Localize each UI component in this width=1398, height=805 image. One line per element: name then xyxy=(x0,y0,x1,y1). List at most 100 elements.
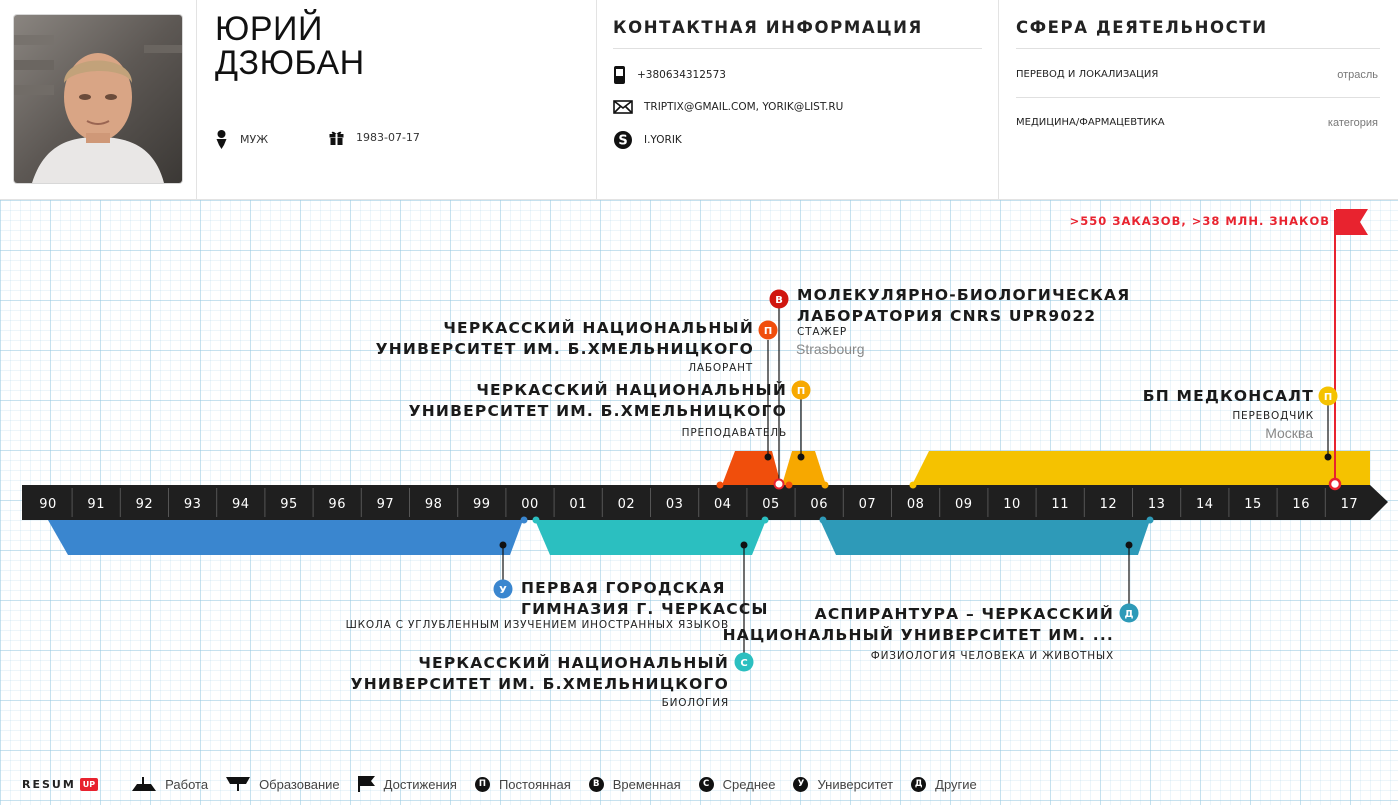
gender-label: МУЖ xyxy=(240,133,269,146)
badge-permanent: П xyxy=(764,326,772,337)
year-label: 95 xyxy=(280,497,298,512)
phone-icon xyxy=(614,66,625,84)
event-title-university[interactable]: ЧЕРКАССКИЙ НАЦИОНАЛЬНЫЙ УНИВЕРСИТЕТ ИМ. … xyxy=(350,654,729,693)
legend-item-university: У Университет xyxy=(793,776,893,792)
edu-bar-postgrad xyxy=(820,520,1150,555)
legend-item-secondary: С Среднее xyxy=(698,776,775,792)
edu-bar-university xyxy=(535,520,766,555)
flag-icon xyxy=(357,776,375,792)
year-label: 11 xyxy=(1051,497,1069,512)
badge-other: Д xyxy=(1125,609,1134,620)
year-label: 12 xyxy=(1100,497,1118,512)
permanent-badge-icon: П xyxy=(474,776,490,792)
badges: П В П П У С Д xyxy=(493,289,1338,672)
temporary-badge-icon: В xyxy=(588,776,604,792)
year-label: 10 xyxy=(1003,497,1021,512)
badge-secondary: С xyxy=(740,658,747,669)
event-title-lab[interactable]: ЧЕРКАССКИЙ НАЦИОНАЛЬНЫЙ УНИВЕРСИТЕТ ИМ. … xyxy=(375,319,754,358)
last-name: ДЗЮБАН xyxy=(215,44,365,82)
profile-name: ЮРИЙ ДЗЮБАН xyxy=(215,12,365,80)
year-label: 96 xyxy=(328,497,346,512)
year-label: 97 xyxy=(377,497,395,512)
sphere-row: МЕДИЦИНА/ФАРМАЦЕВТИКА категория xyxy=(1016,117,1378,129)
email-icon xyxy=(613,100,633,114)
gender-item: МУЖ xyxy=(215,130,268,149)
year-label: 91 xyxy=(87,497,105,512)
year-label: 15 xyxy=(1244,497,1262,512)
event-title-gymnasium[interactable]: ПЕРВАЯ ГОРОДСКАЯ ГИМНАЗИЯ Г. ЧЕРКАССЫ xyxy=(521,579,769,618)
contact-email: TRIPTIX@GMAIL.COM, YORIK@LIST.RU xyxy=(613,100,843,114)
legend-item-other: Д Другие xyxy=(911,776,977,792)
event-role: ПРЕПОДАВАТЕЛЬ xyxy=(681,427,787,439)
year-label: 90 xyxy=(39,497,57,512)
event-role: ФИЗИОЛОГИЯ ЧЕЛОВЕКА И ЖИВОТНЫХ xyxy=(870,650,1114,662)
contacts-title: КОНТАКТНАЯ ИНФОРМАЦИЯ xyxy=(613,18,923,37)
year-label: 00 xyxy=(521,497,539,512)
year-label: 99 xyxy=(473,497,491,512)
phone-value[interactable]: +380634312573 xyxy=(637,69,726,81)
email-value[interactable]: TRIPTIX@GMAIL.COM, YORIK@LIST.RU xyxy=(644,101,844,113)
event-title-cnrs[interactable]: МОЛЕКУЛЯРНО-БИОЛОГИЧЕСКАЯ ЛАБОРАТОРИЯ CN… xyxy=(797,286,1131,325)
flag-icon xyxy=(1336,209,1368,235)
work-bar-medconsult xyxy=(912,451,1370,485)
year-label: 02 xyxy=(618,497,636,512)
year-label: 17 xyxy=(1341,497,1359,512)
sphere-name: МЕДИЦИНА/ФАРМАЦЕВТИКА xyxy=(1016,117,1165,128)
sphere-name: ПЕРЕВОД И ЛОКАЛИЗАЦИЯ xyxy=(1016,69,1159,80)
contact-phone: +380634312573 xyxy=(613,65,726,85)
sphere-type: отрасль xyxy=(1337,69,1378,81)
legend-item-education: Образование xyxy=(226,777,340,792)
work-icon xyxy=(132,777,157,791)
year-label: 08 xyxy=(907,497,925,512)
year-label: 13 xyxy=(1148,497,1166,512)
work-bar-teacher xyxy=(782,451,826,485)
education-icon xyxy=(226,777,251,791)
achievement-label[interactable]: >550 ЗАКАЗОВ, >38 МЛН. ЗНАКОВ xyxy=(1069,214,1330,228)
sphere-row: ПЕРЕВОД И ЛОКАЛИЗАЦИЯ отрасль xyxy=(1016,69,1378,81)
event-role: СТАЖЕР xyxy=(797,326,848,338)
birthdate-item: 1983-07-17 xyxy=(329,130,420,145)
year-label: 05 xyxy=(762,497,780,512)
legend-item-work: Работа xyxy=(132,777,208,792)
profile-header: ЮРИЙ ДЗЮБАН МУЖ 1983-07-17 КОНТАКТНАЯ ИН… xyxy=(0,0,1398,200)
legend-item-permanent: П Постоянная xyxy=(474,776,571,792)
birthdate-label: 1983-07-17 xyxy=(356,131,420,144)
year-label: 03 xyxy=(666,497,684,512)
event-title-medconsult[interactable]: БП МЕДКОНСАЛТ xyxy=(1142,387,1314,405)
timeline-axis xyxy=(22,485,1388,520)
legend-item-temporary: В Временная xyxy=(588,776,681,792)
other-badge-icon: Д xyxy=(911,776,927,792)
event-title-teacher[interactable]: ЧЕРКАССКИЙ НАЦИОНАЛЬНЫЙ УНИВЕРСИТЕТ ИМ. … xyxy=(408,381,787,420)
university-badge-icon: У xyxy=(793,776,809,792)
axis-dots xyxy=(520,481,1154,524)
skype-value[interactable]: I.YORIK xyxy=(644,134,682,146)
event-city: Москва xyxy=(1265,425,1313,441)
edu-bar-gymnasium xyxy=(48,520,523,555)
year-label: 16 xyxy=(1292,497,1310,512)
year-label: 14 xyxy=(1196,497,1214,512)
year-label: 06 xyxy=(810,497,828,512)
profile-photo xyxy=(14,15,182,183)
badge-temporary: В xyxy=(775,295,783,306)
year-label: 07 xyxy=(859,497,877,512)
badge-university: У xyxy=(499,585,507,596)
event-title-postgrad[interactable]: АСПИРАНТУРА – ЧЕРКАССКИЙ НАЦИОНАЛЬНЫЙ УН… xyxy=(722,605,1114,644)
achievement-dot xyxy=(1328,477,1342,491)
event-role: ЛАБОРАНТ xyxy=(688,362,753,374)
sphere-type: категория xyxy=(1327,117,1378,129)
resumup-logo[interactable]: RESUM UP xyxy=(22,777,99,791)
gift-icon xyxy=(329,131,344,145)
contact-skype: S I.YORIK xyxy=(613,130,682,150)
legend: RESUM UP Работа Образование Достижения П… xyxy=(22,774,995,794)
year-label: 09 xyxy=(955,497,973,512)
skype-icon: S xyxy=(614,131,632,149)
year-label: 01 xyxy=(569,497,587,512)
sphere-title: СФЕРА ДЕЯТЕЛЬНОСТИ xyxy=(1016,18,1268,37)
badge-permanent: П xyxy=(797,386,805,397)
year-label: 94 xyxy=(232,497,250,512)
svg-text:S: S xyxy=(618,134,627,149)
secondary-badge-icon: С xyxy=(698,776,714,792)
legend-item-achievements: Достижения xyxy=(357,776,457,792)
work-bar-lab xyxy=(722,451,781,485)
